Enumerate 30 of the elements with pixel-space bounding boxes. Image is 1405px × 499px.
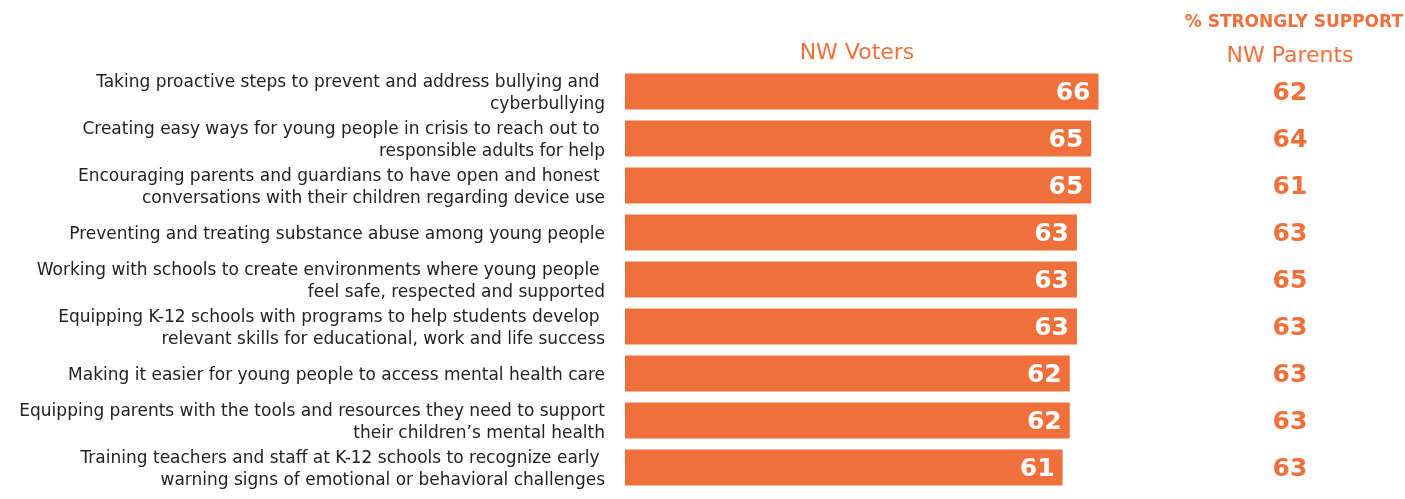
y-tick-label: Creating easy ways for young people in crisis to reach out to responsible adults for help <box>82 117 605 160</box>
y-tick-label: Equipping K-12 schools with programs to help students develop relevant skills for educational, work and life success <box>58 305 606 348</box>
data-label: 63 <box>1272 453 1308 482</box>
data-label: 61 <box>1272 171 1308 200</box>
data-label: 63 <box>1272 406 1308 435</box>
data-label: 62 <box>1272 77 1308 106</box>
data-label: 65 <box>1048 124 1084 153</box>
y-tick-label: Taking proactive steps to prevent and address bullying and cyberbullying <box>95 70 605 113</box>
data-label: 64 <box>1272 124 1308 153</box>
y-tick-label: Training teachers and staff at K-12 schools to recognize early warning signs of emotional or behavioral challenges <box>79 446 606 489</box>
text: % STRONGLY SUPPORT <box>1184 10 1404 31</box>
y-tick-label: Working with schools to create environments where young people feel safe, respected and supported <box>36 258 605 301</box>
data-label: 63 <box>1272 218 1308 247</box>
series-label: NW Voters <box>799 38 915 64</box>
data-label: 63 <box>1272 359 1308 388</box>
data-label: 63 <box>1034 312 1069 341</box>
data-label: 63 <box>1034 265 1069 294</box>
data-label: 62 <box>1026 359 1062 388</box>
y-tick-label: Preventing and treating substance abuse among young people <box>69 222 605 243</box>
data-label: 66 <box>1055 77 1091 106</box>
legend-label: NW Parents <box>1226 41 1354 67</box>
y-tick-label: Equipping parents with the tools and resources they need to support their children’s mental health <box>19 399 606 442</box>
data-label: 65 <box>1048 171 1084 200</box>
data-label: 65 <box>1272 265 1308 294</box>
y-tick-label: Encouraging parents and guardians to have open and honest conversations with their children regarding device use <box>77 164 605 207</box>
data-label: 63 <box>1034 218 1069 247</box>
data-label: 62 <box>1026 406 1062 435</box>
y-tick-label: Making it easier for young people to access mental health care <box>68 363 605 384</box>
data-label: 61 <box>1019 453 1055 482</box>
data-label: 63 <box>1272 312 1308 341</box>
